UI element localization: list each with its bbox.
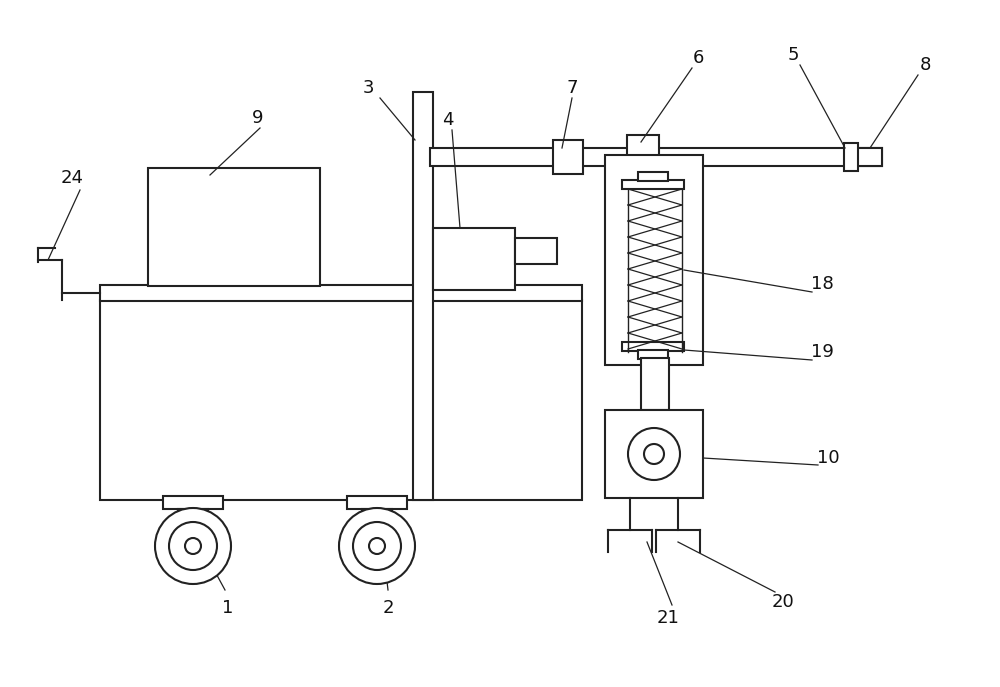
- Bar: [622, 180, 684, 189]
- Bar: [844, 143, 858, 171]
- Circle shape: [155, 508, 231, 584]
- Bar: [622, 342, 684, 351]
- Bar: [627, 135, 659, 163]
- Bar: [413, 92, 433, 500]
- Bar: [178, 509, 208, 525]
- Bar: [148, 168, 320, 286]
- Text: 1: 1: [222, 599, 234, 617]
- Text: 2: 2: [382, 599, 394, 617]
- Circle shape: [169, 522, 217, 570]
- Circle shape: [628, 428, 680, 480]
- Bar: [638, 172, 668, 181]
- Circle shape: [353, 522, 401, 570]
- Bar: [430, 148, 882, 166]
- Text: 24: 24: [61, 169, 84, 187]
- Bar: [638, 350, 668, 359]
- Bar: [347, 496, 407, 509]
- Text: 18: 18: [811, 275, 833, 293]
- Bar: [362, 509, 392, 525]
- Text: 6: 6: [692, 49, 704, 67]
- Text: 8: 8: [919, 56, 931, 74]
- Circle shape: [369, 538, 385, 554]
- Bar: [163, 496, 223, 509]
- Text: 21: 21: [657, 609, 679, 627]
- Bar: [100, 300, 582, 500]
- Text: 3: 3: [362, 79, 374, 97]
- Bar: [856, 148, 882, 166]
- Bar: [100, 285, 582, 301]
- Bar: [433, 228, 515, 290]
- Circle shape: [339, 508, 415, 584]
- Text: 5: 5: [787, 46, 799, 64]
- Circle shape: [185, 538, 201, 554]
- Text: 9: 9: [252, 109, 264, 127]
- Text: 4: 4: [442, 111, 454, 129]
- Text: 10: 10: [817, 449, 839, 467]
- Bar: [605, 155, 703, 365]
- Text: 20: 20: [772, 593, 794, 611]
- Text: 7: 7: [566, 79, 578, 97]
- Bar: [553, 140, 583, 174]
- Bar: [605, 410, 703, 498]
- Bar: [515, 238, 557, 264]
- Text: 19: 19: [811, 343, 833, 361]
- Circle shape: [644, 444, 664, 464]
- Bar: [641, 358, 669, 410]
